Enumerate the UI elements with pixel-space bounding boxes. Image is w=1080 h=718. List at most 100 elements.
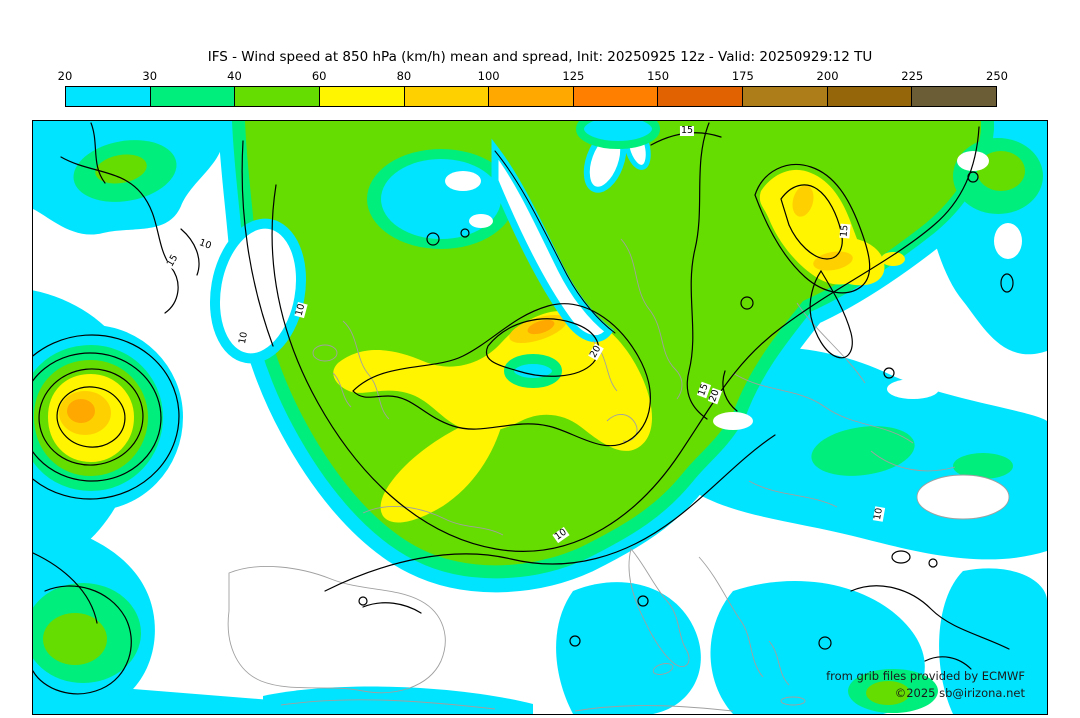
colorbar-segment — [573, 87, 659, 106]
contour-label: 10 — [196, 237, 214, 253]
fill-region-springgreen — [953, 453, 1013, 479]
country-border — [732, 372, 914, 444]
contour-label: 10 — [872, 506, 886, 522]
coastlines-borders — [227, 238, 1010, 712]
contour-label: 15 — [164, 252, 181, 270]
contour-line — [33, 352, 162, 482]
colorbar-tick-label: 125 — [562, 69, 585, 83]
map-canvas: 10 15 10 10 15 20 15 20 15 10 10 from grib files p… — [32, 120, 1048, 715]
country-border — [870, 450, 956, 472]
coastline-uk — [342, 320, 390, 420]
contour-line — [60, 156, 179, 314]
colorbar-tick-label: 60 — [311, 69, 327, 83]
fill-region-yellow — [380, 419, 503, 523]
contour-line — [358, 596, 368, 606]
contour-line — [56, 386, 126, 448]
white-gap — [713, 412, 753, 430]
contour-line — [686, 122, 710, 420]
contour-line — [38, 368, 144, 466]
fill-region-gold — [813, 251, 853, 271]
contour-line — [850, 585, 1010, 650]
colorbar-segment — [235, 87, 320, 106]
white-gap — [445, 171, 481, 191]
contour-label: 10 — [293, 301, 308, 319]
coastline — [332, 372, 352, 408]
white-gap — [209, 218, 307, 364]
colorbar-tick-label: 200 — [816, 69, 839, 83]
contour-line — [180, 228, 200, 276]
contour-line — [494, 150, 616, 334]
map-credits: from grib files provided by ECMWF ©2025 … — [826, 668, 1025, 702]
fill-region-cyan — [504, 354, 562, 388]
colorbar-tick-label: 100 — [477, 69, 500, 83]
contour-line — [891, 550, 911, 564]
colorbar-tick-label: 80 — [396, 69, 412, 83]
country-border — [748, 480, 838, 508]
contour-line — [883, 367, 895, 379]
coastline — [620, 238, 683, 400]
credit-copyright: ©2025 sb@irizona.net — [894, 686, 1025, 700]
credit-provider: from grib files provided by ECMWF — [826, 669, 1025, 683]
chart-title: IFS - Wind speed at 850 hPa (km/h) mean … — [207, 49, 873, 65]
contour-line — [967, 171, 979, 183]
spread-contours — [33, 122, 1014, 695]
colorbar-tick-label: 175 — [731, 69, 754, 83]
contour-label: 15 — [679, 125, 695, 136]
colorbar-segment — [489, 87, 574, 106]
contour-line — [485, 318, 600, 377]
contour-line — [818, 636, 832, 650]
fill-region-cyan — [576, 121, 660, 149]
contour-line — [1000, 273, 1014, 293]
colorbar-segment — [150, 87, 236, 106]
colorbar-segment — [827, 87, 913, 106]
colorbar-segment — [912, 87, 997, 106]
white-gap — [469, 214, 493, 228]
contour-line — [324, 434, 776, 592]
colorbar-tick-label: 250 — [986, 69, 1008, 83]
wind-field-svg — [33, 121, 1047, 714]
contour-label-layer: 10 15 10 10 15 20 15 20 15 10 10 — [33, 121, 1047, 714]
coastline — [768, 640, 790, 686]
contour-label: 20 — [587, 343, 604, 361]
coastline — [362, 506, 504, 536]
colorbar-tick-label: 150 — [647, 69, 670, 83]
contour-label: 10 — [237, 330, 251, 346]
colorbar: 20 30 40 60 80 100 125 150 175 200 225 250 — [58, 69, 1008, 107]
white-gap — [887, 379, 939, 399]
low-core-orange — [67, 399, 95, 423]
fill-region-yellow — [881, 252, 905, 266]
white-gap — [957, 151, 989, 171]
fill-region-green — [95, 154, 147, 184]
contour-line — [33, 552, 98, 624]
contour-line — [460, 228, 470, 238]
coastline — [227, 566, 446, 694]
fill-region-cyan — [33, 681, 283, 714]
contour-line — [241, 140, 274, 347]
fill-region-springgreen — [811, 426, 915, 476]
contour-line — [271, 126, 980, 552]
contour-line — [740, 296, 754, 310]
contour-label: 10 — [552, 526, 570, 544]
colorbar-tick-label: 30 — [142, 69, 158, 83]
coastline — [698, 556, 764, 678]
colorbar-tick-label: 20 — [57, 69, 73, 83]
colorbar-segment — [743, 87, 828, 106]
contour-line — [569, 635, 581, 647]
colorbar-segment — [658, 87, 744, 106]
contour-label: 15 — [838, 223, 851, 239]
contour-line — [362, 602, 422, 614]
coastline-africa — [280, 699, 496, 710]
colorbar-segment — [404, 87, 490, 106]
colorbar-segment — [66, 87, 151, 106]
contour-line — [809, 269, 853, 359]
contour-line — [924, 656, 972, 670]
fill-region-green — [866, 681, 910, 705]
white-gap-fjords — [491, 138, 614, 343]
contour-line — [637, 595, 649, 607]
colorbar-tick-label: 40 — [227, 69, 242, 83]
contour-line — [426, 232, 440, 246]
colorbar-ticks: 20 30 40 60 80 100 125 150 175 200 225 250 — [58, 69, 1008, 84]
fill-region-yellow — [333, 310, 652, 451]
coastline-island — [652, 663, 674, 675]
fill-region-cyan — [939, 568, 1047, 714]
